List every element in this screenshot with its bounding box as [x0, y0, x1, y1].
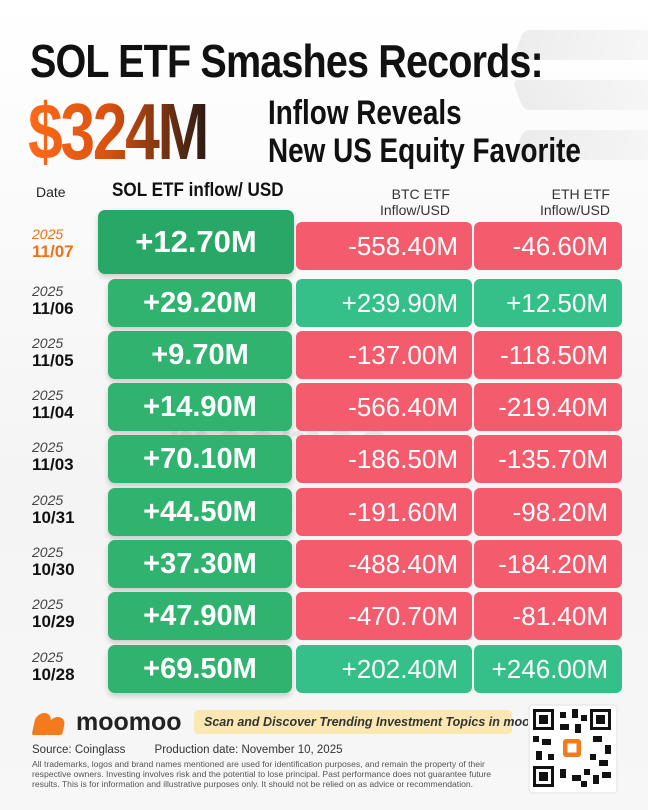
row-date: 2025 11/05 [32, 335, 102, 371]
eth-inflow-cell: +12.50M [474, 279, 622, 327]
qr-code-icon[interactable] [528, 704, 618, 794]
brand-logo: moomoo [31, 708, 182, 737]
btc-inflow-cell: -488.40M [296, 540, 472, 588]
sol-inflow-cell: +70.10M [108, 435, 292, 483]
btc-inflow-cell: -558.40M [296, 222, 472, 270]
source-line: Source: Coinglass Production date: Novem… [32, 744, 342, 756]
column-header-eth: ETH ETF Inflow/USD [540, 186, 610, 218]
row-date: 2025 10/28 [32, 649, 102, 685]
row-year: 2025 [32, 492, 64, 508]
row-month-day: 11/04 [32, 403, 74, 422]
row-year: 2025 [32, 596, 64, 612]
row-month-day: 11/06 [32, 299, 74, 318]
table-row: 2025 11/06 +29.20M +239.90M +12.50M [0, 279, 648, 327]
eth-inflow-cell: -219.40M [474, 383, 622, 431]
btc-inflow-cell: -566.40M [296, 383, 472, 431]
brand-name: moomoo [76, 708, 182, 736]
row-year: 2025 [32, 283, 64, 299]
sol-inflow-cell: +47.90M [108, 592, 292, 640]
column-header-eth-line2: Inflow/USD [539, 202, 610, 218]
qr-code-graphic [533, 709, 611, 787]
column-header-btc-line1: BTC ETF [391, 186, 450, 202]
btc-inflow-cell: +239.90M [296, 279, 472, 327]
column-header-btc: BTC ETF Inflow/USD [380, 186, 450, 218]
table-row: 2025 11/04 +14.90M -566.40M -219.40M [0, 383, 648, 431]
row-date: 2025 11/03 [32, 439, 102, 475]
headline-amount: $324M [28, 87, 209, 176]
headline-subtitle-line1: Inflow Reveals [268, 94, 462, 132]
row-month-day: 11/03 [32, 455, 74, 474]
table-row: 2025 10/31 +44.50M -191.60M -98.20M [0, 488, 648, 536]
row-date: 2025 11/06 [32, 283, 102, 319]
sol-inflow-cell: +14.90M [108, 383, 292, 431]
row-month-day: 10/28 [32, 665, 75, 684]
row-year: 2025 [32, 387, 64, 403]
eth-inflow-cell: -46.60M [474, 222, 622, 270]
table-row: 2025 11/03 +70.10M -186.50M -135.70M [0, 435, 648, 483]
row-month-day: 10/30 [32, 560, 75, 579]
source-text: Source: Coinglass [32, 744, 126, 756]
eth-inflow-cell: +246.00M [474, 645, 622, 693]
column-header-eth-line1: ETH ETF [551, 186, 610, 202]
table-row: 2025 11/05 +9.70M -137.00M -118.50M [0, 331, 648, 379]
row-date: 2025 11/04 [32, 387, 102, 423]
row-month-day: 11/07 [32, 242, 74, 261]
headline-subtitle-line2: New US Equity Favorite [268, 132, 581, 170]
promo-banner: Scan and Discover Trending Investment To… [194, 710, 556, 734]
table-row: 2025 10/30 +37.30M -488.40M -184.20M [0, 540, 648, 588]
btc-inflow-cell: +202.40M [296, 645, 472, 693]
sol-inflow-cell: +37.30M [108, 540, 292, 588]
btc-inflow-cell: -186.50M [296, 435, 472, 483]
table-row: 2025 10/29 +47.90M -470.70M -81.40M [0, 592, 648, 640]
sol-inflow-cell: +44.50M [108, 488, 292, 536]
btc-inflow-cell: -191.60M [296, 488, 472, 536]
row-month-day: 11/05 [32, 351, 74, 370]
moomoo-logo-icon [31, 711, 68, 735]
sol-inflow-cell: +12.70M [98, 210, 294, 274]
row-year: 2025 [32, 544, 64, 560]
row-year: 2025 [32, 335, 64, 351]
row-month-day: 10/29 [32, 612, 75, 631]
row-month-day: 10/31 [32, 508, 75, 527]
table-row: 2025 10/28 +69.50M +202.40M +246.00M [0, 645, 648, 693]
column-header-btc-line2: Inflow/USD [379, 202, 450, 218]
eth-inflow-cell: -118.50M [474, 331, 622, 379]
eth-inflow-cell: -81.40M [474, 592, 622, 640]
row-year: 2025 [32, 226, 64, 242]
sol-inflow-cell: +29.20M [108, 279, 292, 327]
btc-inflow-cell: -137.00M [296, 331, 472, 379]
eth-inflow-cell: -98.20M [474, 488, 622, 536]
eth-inflow-cell: -184.20M [474, 540, 622, 588]
row-year: 2025 [32, 649, 64, 665]
row-date: 2025 10/29 [32, 596, 102, 632]
eth-inflow-cell: -135.70M [474, 435, 622, 483]
row-date: 2025 10/31 [32, 492, 102, 528]
sol-inflow-cell: +69.50M [108, 645, 292, 693]
row-date: 2025 11/07 [32, 226, 102, 262]
production-date: Production date: November 10, 2025 [154, 744, 343, 756]
sol-inflow-cell: +9.70M [108, 331, 292, 379]
table-row: 2025 11/07 +12.70M -558.40M -46.60M [0, 210, 648, 274]
column-header-sol: SOL ETF inflow/ USD [112, 180, 284, 201]
btc-inflow-cell: -470.70M [296, 592, 472, 640]
column-header-date: Date [36, 184, 66, 200]
row-year: 2025 [32, 439, 64, 455]
row-date: 2025 10/30 [32, 544, 102, 580]
disclaimer: All trademarks, logos and brand names me… [32, 759, 492, 790]
headline-title: SOL ETF Smashes Records: [30, 35, 544, 87]
